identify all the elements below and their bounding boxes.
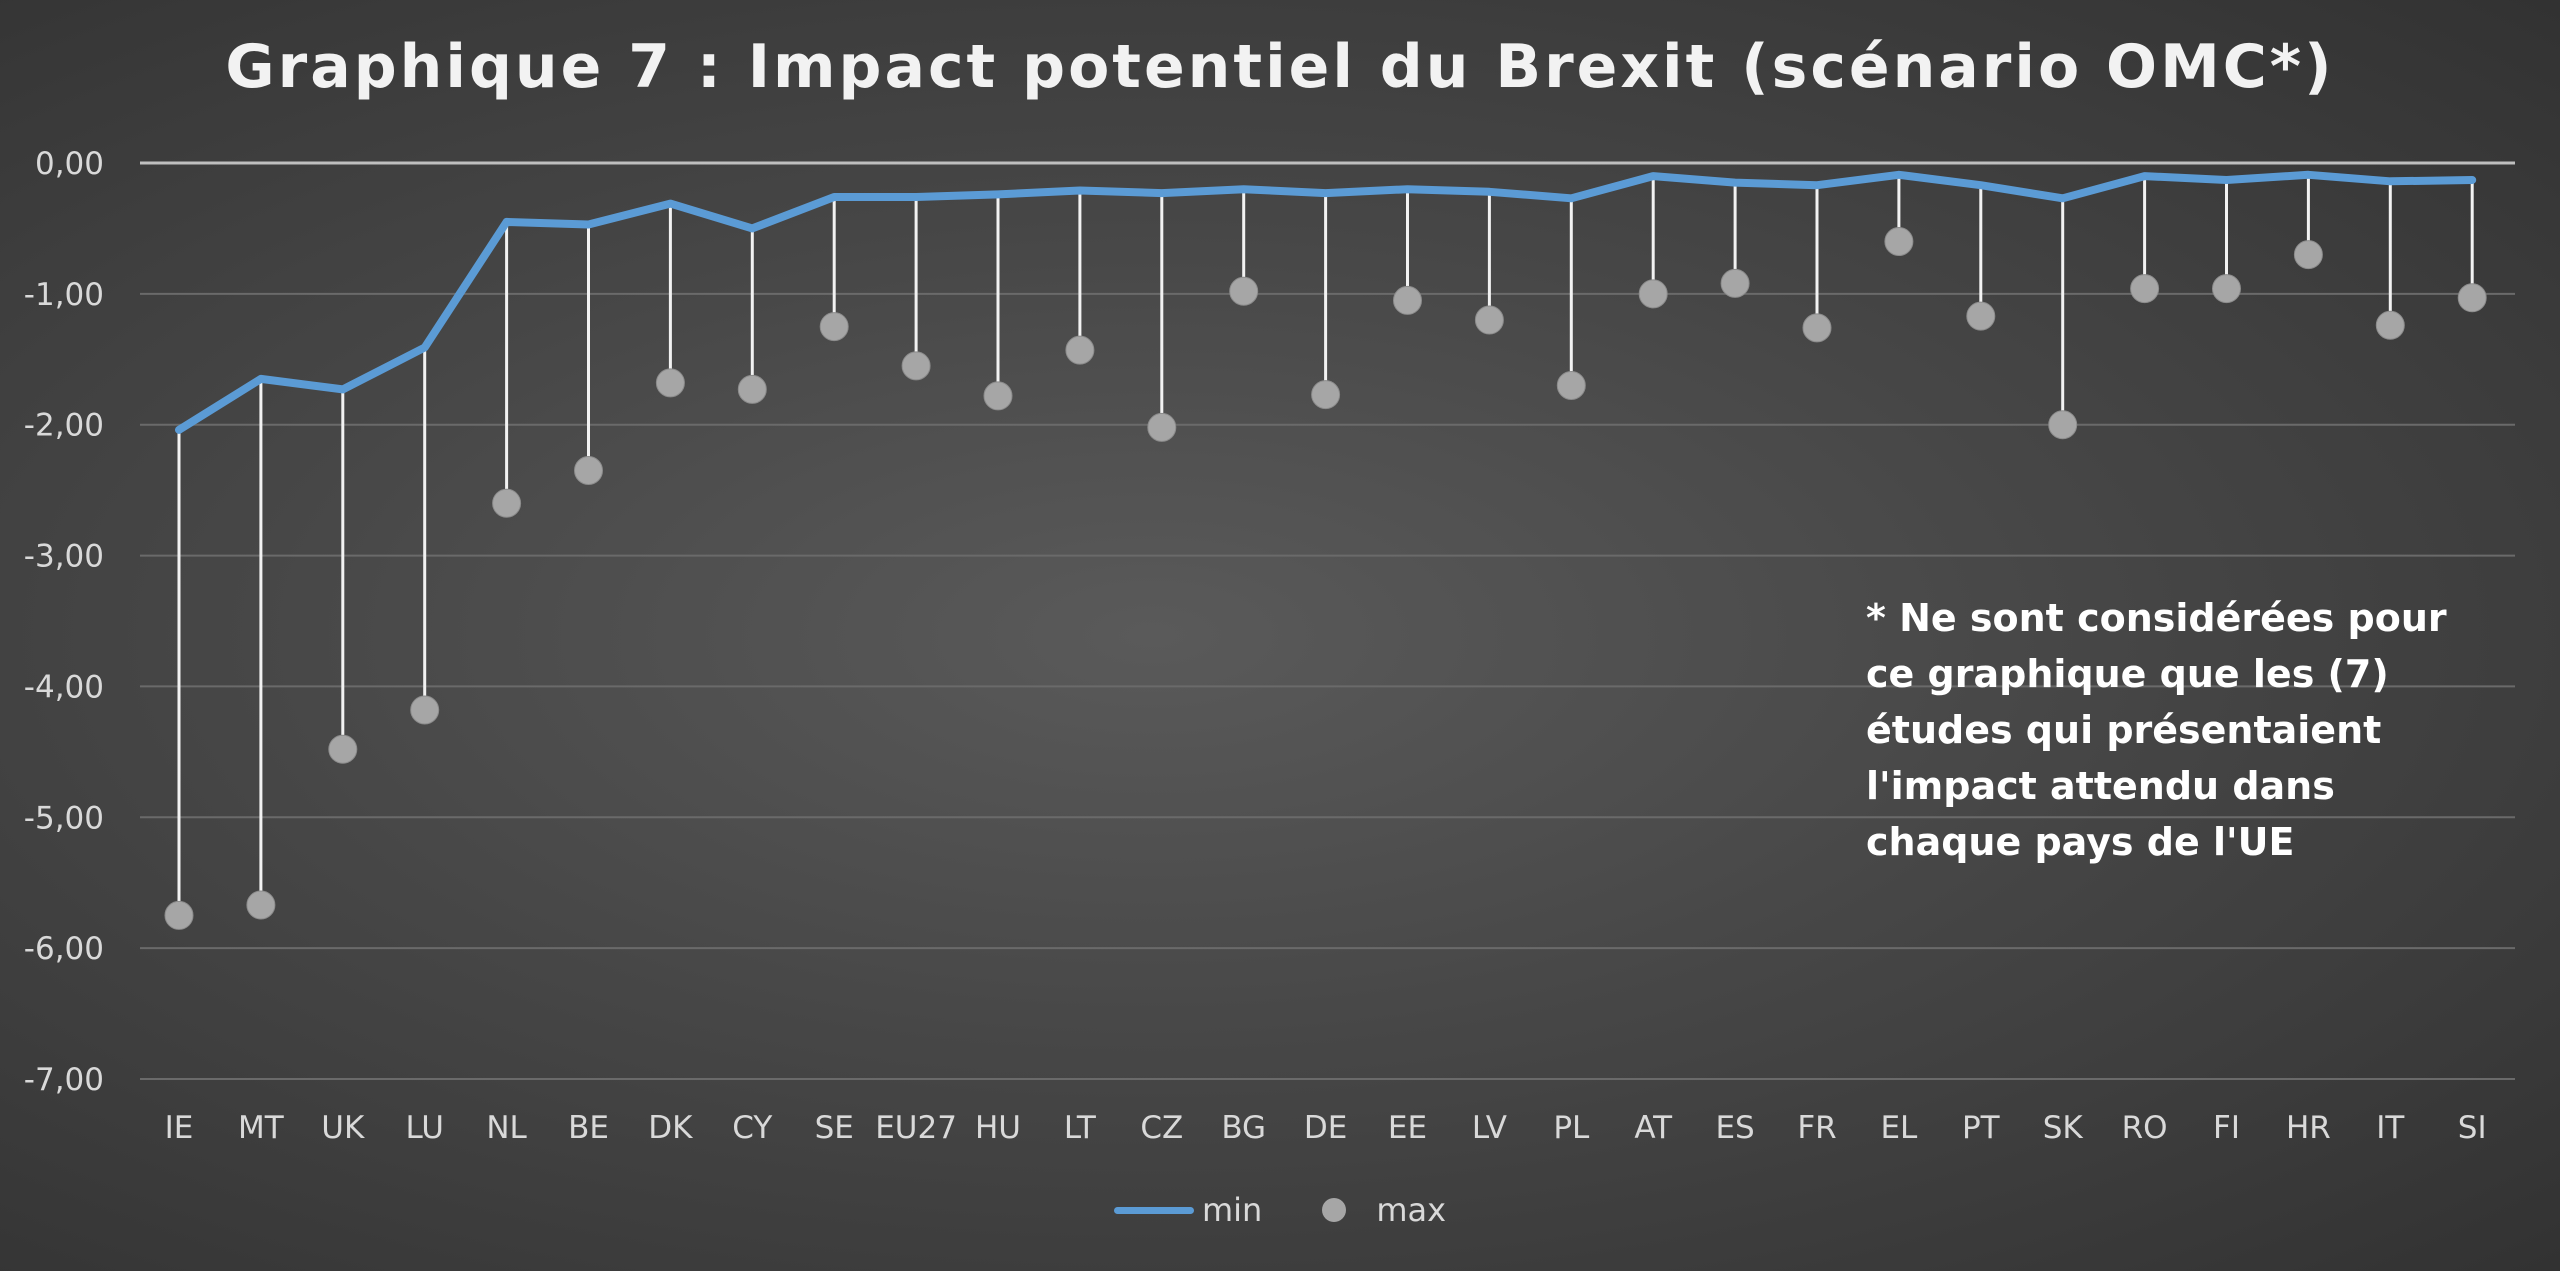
x-tick-label: NL — [486, 1110, 527, 1146]
data-point-max — [737, 374, 767, 404]
x-tick-label: LU — [405, 1110, 443, 1146]
data-point-max — [1638, 279, 1668, 309]
data-point-max — [246, 890, 276, 920]
data-point-max — [2048, 410, 2078, 440]
data-point-max — [574, 456, 603, 486]
chart-legend: min max — [0, 1190, 2560, 1230]
x-tick-label: RO — [2122, 1110, 2168, 1146]
x-tick-label: LT — [1064, 1110, 1097, 1146]
data-point-max — [2457, 283, 2487, 313]
data-point-max — [2130, 274, 2160, 304]
x-tick-label: PT — [1962, 1110, 2001, 1146]
y-tick-label: -3,00 — [24, 539, 104, 575]
legend-label-max: max — [1376, 1191, 1447, 1229]
data-point-max — [2293, 240, 2323, 270]
legend-line-swatch — [1113, 1206, 1194, 1214]
x-tick-label: EU27 — [875, 1110, 957, 1146]
series-line-min — [175, 170, 2477, 434]
x-tick-label: CZ — [1140, 1110, 1183, 1146]
x-tick-label: IT — [2376, 1110, 2405, 1146]
x-tick-label: BE — [568, 1110, 609, 1146]
x-tick-label: BG — [1221, 1110, 1266, 1146]
data-point-max — [164, 900, 194, 930]
legend-item-max: max — [1262, 1191, 1446, 1229]
y-tick-label: -7,00 — [24, 1062, 104, 1098]
x-tick-label: PL — [1553, 1110, 1590, 1146]
data-point-max — [2375, 310, 2405, 340]
x-tick-label: ES — [1715, 1110, 1754, 1146]
x-tick-label: HR — [2286, 1110, 2331, 1146]
legend-item-min: min — [1113, 1191, 1263, 1229]
x-tick-label: MT — [238, 1110, 285, 1146]
legend-label-min: min — [1201, 1191, 1263, 1229]
x-tick-label: FI — [2213, 1110, 2240, 1146]
chart-title: Graphique 7 : Impact potentiel du Brexit… — [225, 32, 2335, 102]
data-point-max — [1556, 370, 1586, 400]
data-point-max — [1802, 313, 1832, 343]
data-point-max — [983, 381, 1013, 411]
x-tick-label: EE — [1388, 1110, 1427, 1146]
data-point-max — [1065, 335, 1095, 365]
y-tick-label: -1,00 — [24, 277, 104, 313]
data-point-max — [1311, 380, 1341, 410]
legend-dot-swatch — [1322, 1198, 1347, 1222]
x-tick-label: DK — [648, 1110, 693, 1146]
x-tick-label: UK — [321, 1110, 365, 1146]
data-point-max — [655, 368, 685, 398]
x-tick-label: FR — [1797, 1110, 1836, 1146]
data-point-max — [1229, 276, 1259, 306]
x-tick-label: AT — [1634, 1110, 1673, 1146]
y-tick-label: -5,00 — [24, 800, 104, 836]
x-tick-label: CY — [732, 1110, 772, 1146]
data-point-max — [492, 488, 522, 518]
data-point-max — [819, 312, 849, 342]
x-tick-label: LV — [1472, 1110, 1507, 1146]
x-tick-label: SK — [2043, 1110, 2084, 1146]
y-tick-label: -6,00 — [24, 931, 104, 967]
y-tick-label: -2,00 — [24, 408, 104, 444]
data-point-max — [410, 695, 440, 725]
x-tick-label: DE — [1304, 1110, 1347, 1146]
y-tick-label: -4,00 — [24, 669, 104, 705]
data-point-max — [1393, 285, 1422, 315]
data-point-max — [328, 734, 358, 764]
chart-annotation: * Ne sont considérées pour ce graphique … — [1866, 596, 2447, 864]
x-tick-label: SE — [815, 1110, 854, 1146]
data-point-max — [1474, 305, 1504, 335]
data-point-max — [1966, 301, 1996, 331]
data-point-max — [1884, 227, 1914, 257]
y-tick-label: 0,00 — [35, 146, 104, 182]
x-tick-label: IE — [165, 1110, 194, 1146]
x-tick-label: HU — [975, 1110, 1021, 1146]
x-tick-label: SI — [2458, 1110, 2487, 1146]
data-point-max — [901, 351, 931, 381]
data-point-max — [2212, 274, 2241, 304]
data-point-max — [1147, 412, 1177, 442]
data-point-max — [1720, 268, 1750, 298]
x-tick-label: EL — [1880, 1110, 1918, 1146]
